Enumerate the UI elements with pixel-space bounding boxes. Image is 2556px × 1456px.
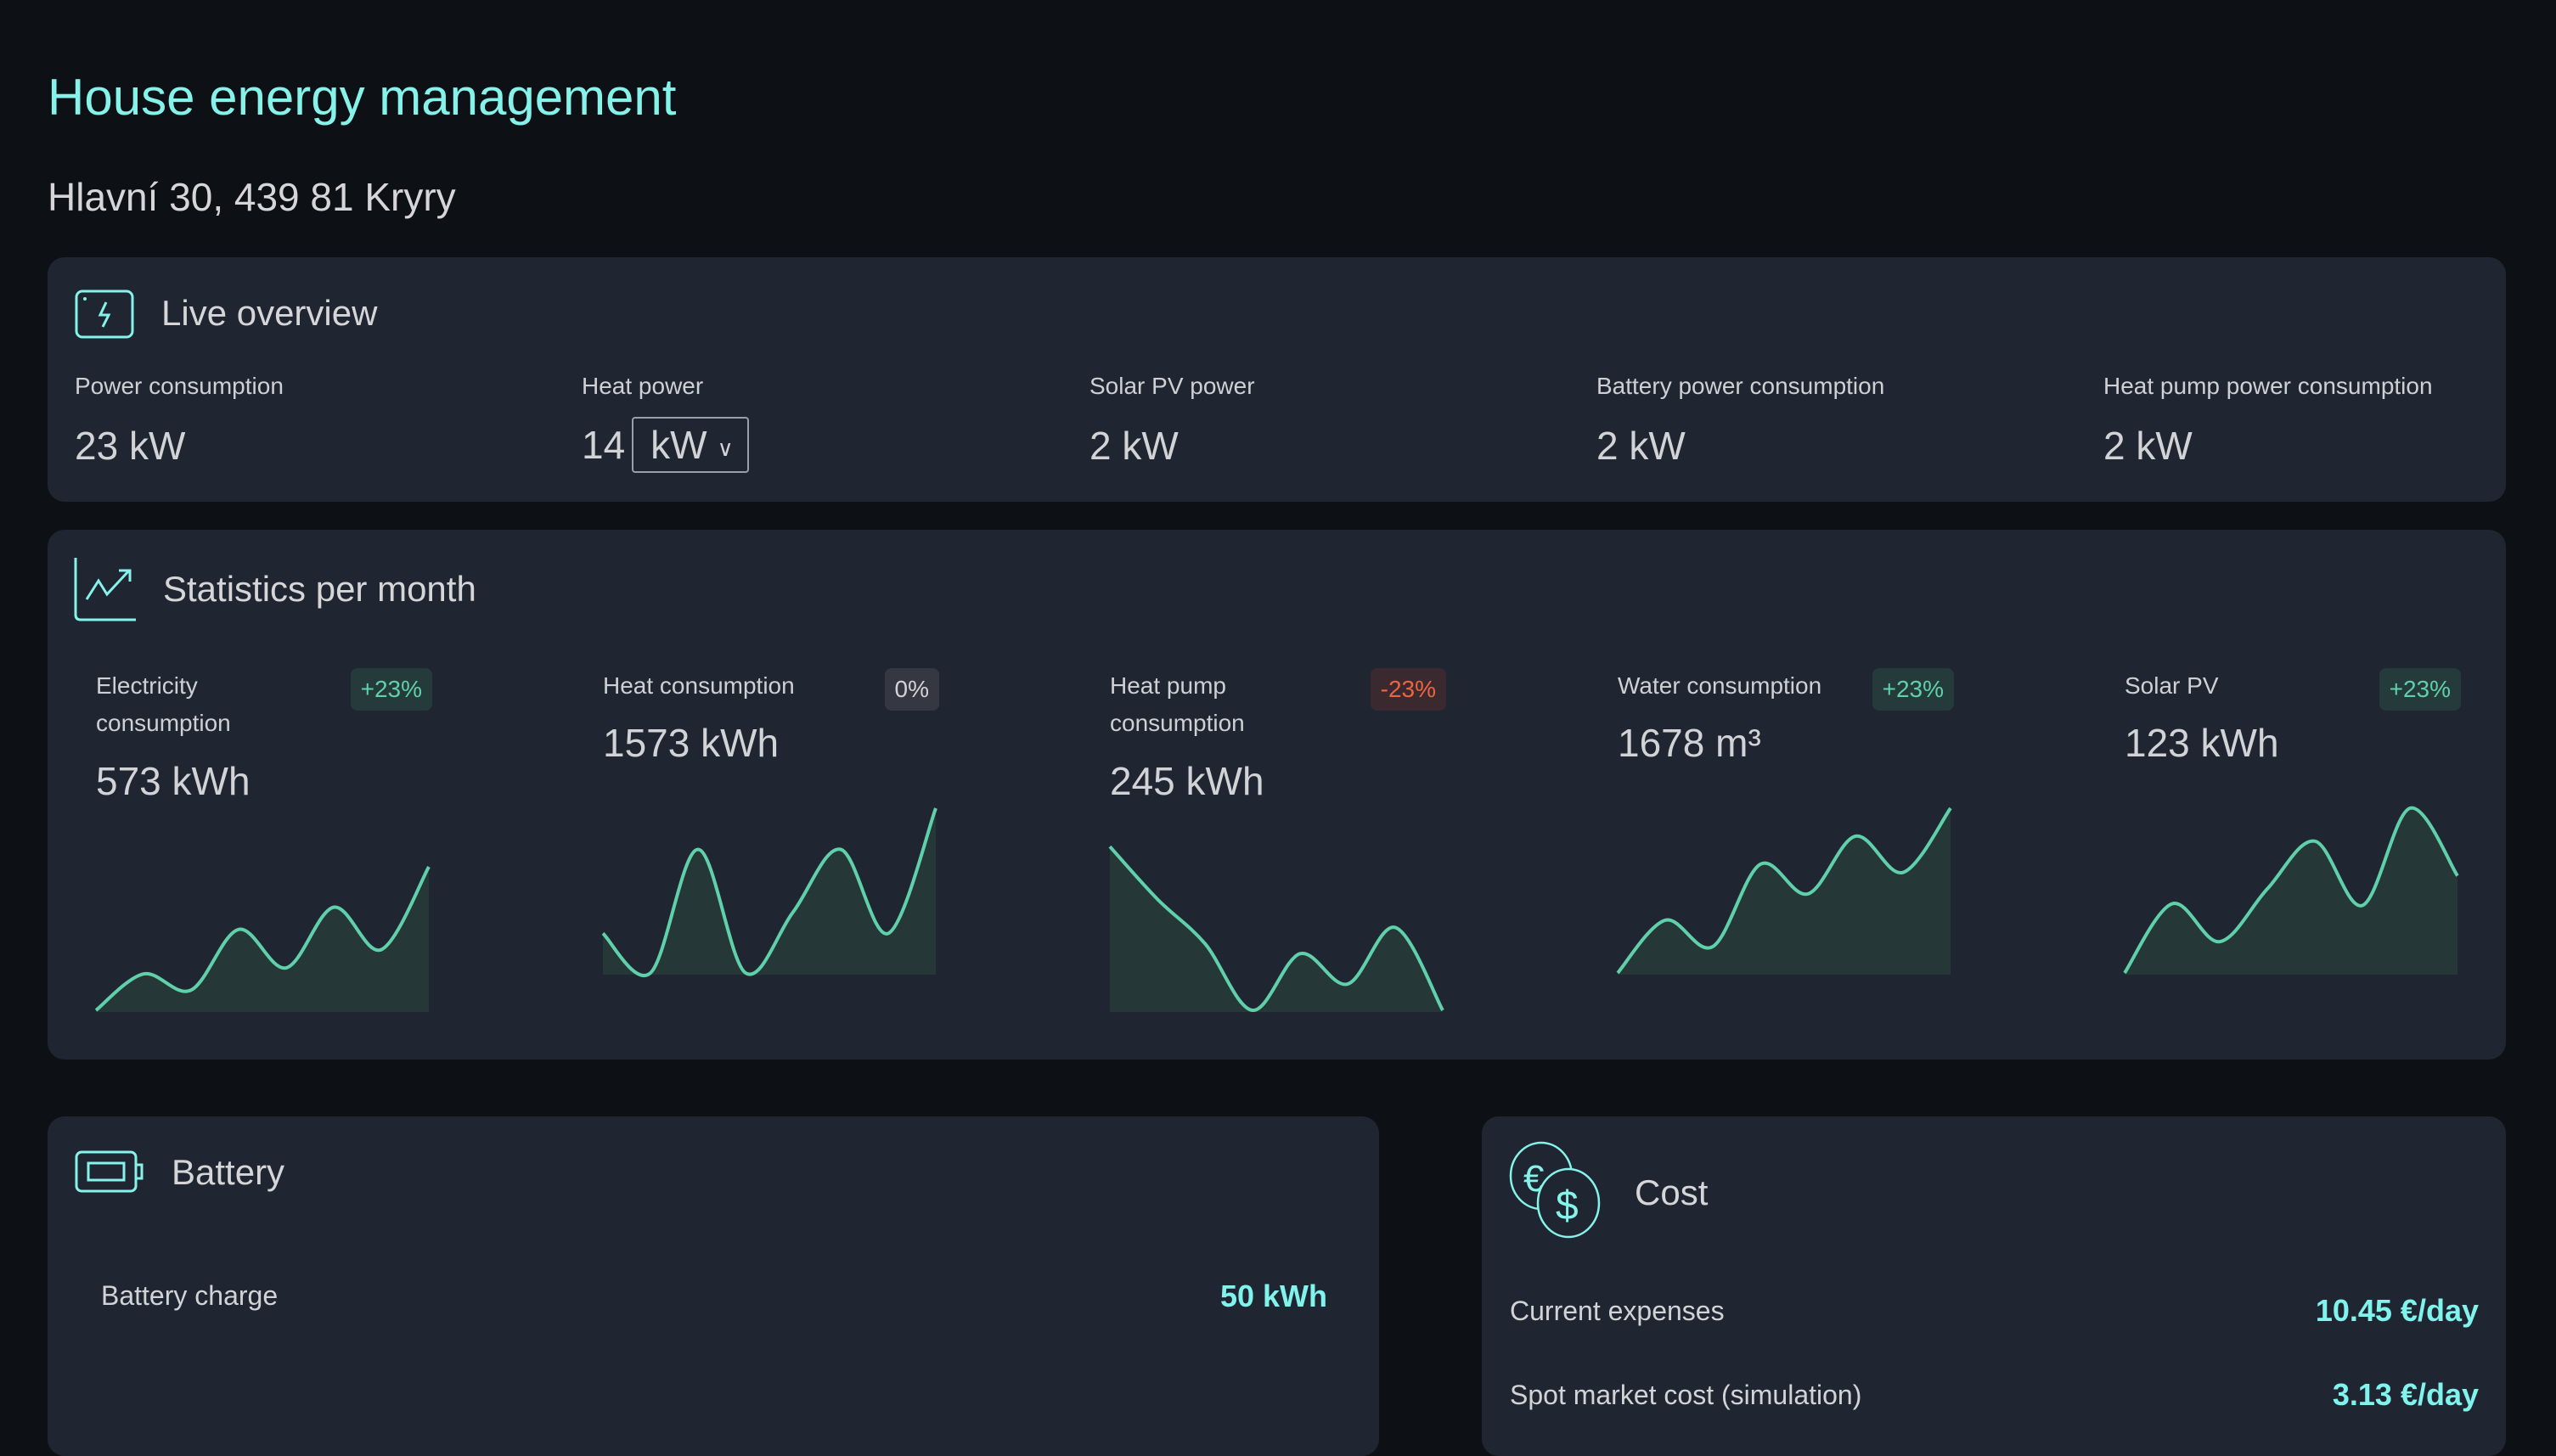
change-badge: +23% [2379,668,2461,711]
live-value: 2 kW [1089,423,1179,469]
value-number: 2 [2103,424,2125,468]
sparkline-line [601,807,937,977]
bolt-icon [75,290,134,339]
battery-charge-value: 50 kWh [1219,1279,1327,1313]
value-unit: kW [1629,424,1686,468]
value-unit: m³ [1715,721,1761,765]
change-badge: +23% [350,668,432,711]
value-number: 1573 [603,721,690,765]
sparkline-area [96,867,429,1012]
stat-label: Heat pump consumption [1110,672,1245,736]
value-number: 1678 [1618,721,1705,765]
sparkline-chart [94,866,431,1012]
sparkline-area [1110,846,1443,1012]
live-value: 23 kW [75,423,185,469]
live-overview-title: Live overview [161,293,378,333]
sparkline-line [1108,845,1444,1012]
svg-text:$: $ [1556,1183,1579,1228]
live-value: 2 kW [2103,423,2193,469]
live-label: Power consumption [75,373,284,399]
value-number: 573 [96,759,161,803]
battery-title: Battery [172,1152,285,1192]
sparkline-line [1616,807,1952,975]
live-label: Heat power [582,373,704,399]
unit-select-value: kW [650,423,707,467]
stat-label: Water consumption [1618,672,1822,699]
sparkline-area [603,808,936,976]
current-expenses-label: Current expenses [1510,1296,1725,1326]
page-title: House energy management [48,69,677,126]
battery-charge-label: Battery charge [101,1280,279,1311]
battery-card: Battery Battery charge 50 kWh [48,1116,1379,1456]
statistics-card: Statistics per month [48,530,2506,1060]
sparkline-line [2123,806,2459,975]
current-expenses-value: 10.45 €/day [2315,1293,2479,1328]
stat-label: Electricity consumption [96,672,231,736]
stat-value: 245 kWh [1110,758,1264,804]
sparkline-chart [1616,807,1952,975]
value-number: 2 [1596,424,1619,468]
live-value: 2 kW [1596,423,1686,469]
value-unit: kW [2136,424,2193,468]
stat-value: 573 kWh [96,758,251,804]
cost-title: Cost [1635,1172,1709,1212]
value-number: 14 [582,423,626,467]
live-overview-card: Live overview Power consumption 23 kW He… [48,257,2506,502]
spot-market-label: Spot market cost (simulation) [1510,1380,1862,1410]
value-unit: kWh [701,721,780,765]
value-unit: kWh [2200,721,2279,765]
cost-card: € $ Cost Current expenses 10.45 €/day Sp… [1482,1116,2506,1456]
change-badge: 0% [884,668,939,711]
live-label: Heat pump power consumption [2103,373,2433,399]
sparkline-line [94,866,431,1012]
stat-value: 1573 kWh [603,720,779,766]
chevron-down-icon: ∨ [717,435,734,461]
sparkline-area [1618,808,1951,975]
statistics-title: Statistics per month [163,569,476,609]
coins-icon: € $ [1509,1141,1601,1239]
stat-label: Heat consumption [603,672,795,699]
change-badge: -23% [1370,668,1446,711]
battery-icon [75,1150,144,1193]
stat-value: 123 kWh [2125,720,2279,766]
trend-up-icon [74,558,136,621]
value-unit: kW [128,424,186,468]
value-number: 2 [1089,424,1112,468]
value-unit: kWh [172,759,251,803]
stat-value: 1678 m³ [1618,720,1761,766]
spot-market-value: 3.13 €/day [2332,1377,2479,1412]
live-label: Solar PV power [1089,373,1255,399]
live-value: 14 kW ∨ [582,417,749,473]
sparkline-chart [1108,845,1444,1012]
unit-select[interactable]: kW ∨ [632,417,749,473]
change-badge: +23% [1872,668,1954,711]
value-number: 245 [1110,759,1175,803]
sparkline-chart [2123,806,2459,975]
address: Hlavní 30, 439 81 Kryry [48,175,456,219]
stat-label: Solar PV [2125,672,2219,699]
sparkline-area [2125,807,2457,975]
live-label: Battery power consumption [1596,373,1885,399]
value-unit: kWh [1185,759,1264,803]
value-unit: kW [1122,424,1179,468]
value-number: 123 [2125,721,2190,765]
sparkline-chart [601,807,937,977]
value-number: 23 [75,424,119,468]
